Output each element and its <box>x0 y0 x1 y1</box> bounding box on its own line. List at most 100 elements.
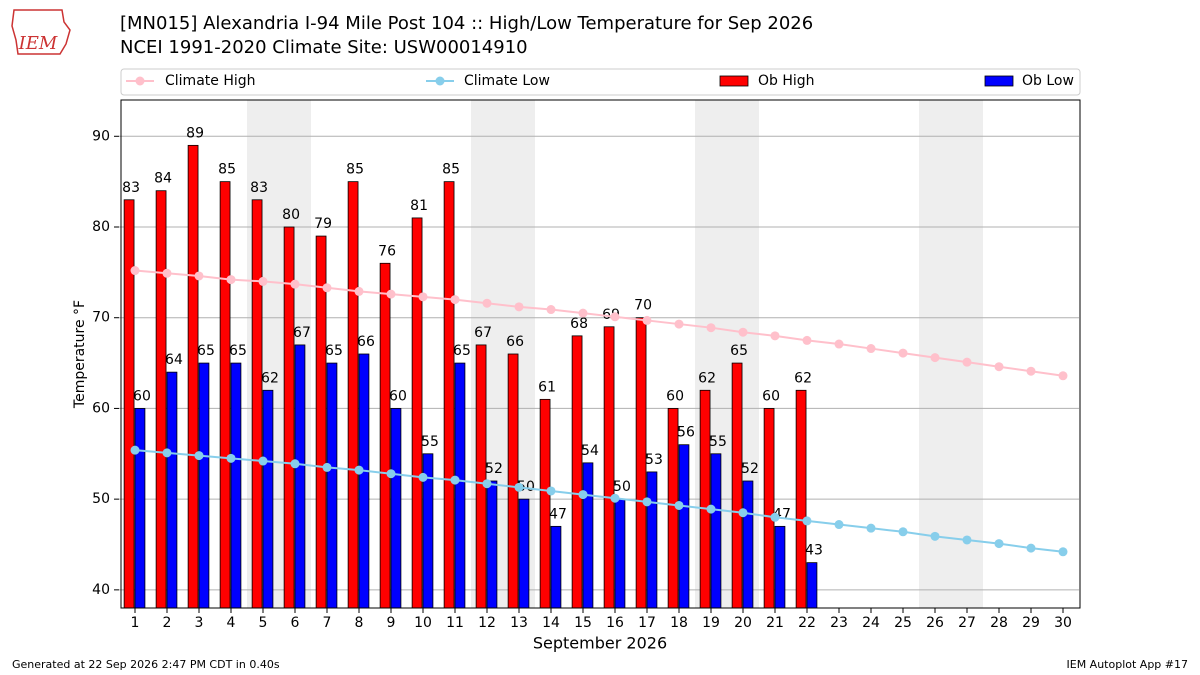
bar-value-label: 84 <box>154 171 172 187</box>
line-marker <box>578 308 588 318</box>
bar-value-label: 67 <box>474 325 492 341</box>
x-tick-label: 28 <box>990 615 1008 631</box>
x-tick-label: 10 <box>414 615 432 631</box>
line-marker <box>162 448 172 458</box>
x-tick-label: 30 <box>1054 615 1072 631</box>
bar <box>518 498 530 609</box>
bar <box>774 525 786 609</box>
bar <box>646 471 658 609</box>
chart-title: [MN015] Alexandria I-94 Mile Post 104 ::… <box>120 13 813 34</box>
x-tick-label: 17 <box>638 615 656 631</box>
bar-value-label: 56 <box>677 425 695 441</box>
bar-value-label: 66 <box>506 334 524 350</box>
bar-value-label: 76 <box>378 243 396 259</box>
bar-value-label: 60 <box>762 388 780 404</box>
bar-value-label: 85 <box>442 162 460 178</box>
bar-value-label: 65 <box>453 343 471 359</box>
legend-label: Ob Low <box>1022 73 1074 89</box>
line-marker <box>290 459 300 469</box>
logo-outline <box>11 9 71 55</box>
line-marker <box>674 500 684 510</box>
bar-value-label: 62 <box>794 370 812 386</box>
x-tick-label: 29 <box>1022 615 1040 631</box>
line-marker <box>194 271 204 281</box>
line-marker <box>642 497 652 507</box>
logo: IEM <box>11 9 71 55</box>
bar-value-label: 43 <box>805 543 823 559</box>
bar <box>731 362 743 609</box>
bar-value-label: 83 <box>122 180 140 196</box>
bar-value-label: 60 <box>133 388 151 404</box>
bar <box>230 362 242 609</box>
line-marker <box>802 516 812 526</box>
line-marker <box>546 486 556 496</box>
bar <box>294 344 306 609</box>
bar-value-label: 62 <box>698 370 716 386</box>
bar-value-label: 47 <box>549 506 567 522</box>
line-marker <box>994 539 1004 549</box>
bar-value-label: 54 <box>581 443 599 459</box>
x-tick-label: 20 <box>734 615 752 631</box>
line-marker <box>642 315 652 325</box>
bar-value-label: 62 <box>261 370 279 386</box>
x-tick-label: 2 <box>163 615 172 631</box>
x-tick-label: 24 <box>862 615 880 631</box>
line-marker <box>386 289 396 299</box>
legend-marker <box>435 76 445 86</box>
bar <box>795 389 807 609</box>
bar <box>379 262 391 609</box>
line-marker <box>290 279 300 289</box>
bar-value-label: 65 <box>730 343 748 359</box>
line <box>134 269 1064 377</box>
x-tick-label: 21 <box>766 615 784 631</box>
line-marker <box>258 276 268 286</box>
weekend-shade <box>951 100 983 608</box>
line-marker <box>514 482 524 492</box>
footer-right: IEM Autoplot App #17 <box>1067 658 1189 671</box>
line-marker <box>930 531 940 541</box>
bar-value-label: 80 <box>282 207 300 223</box>
line-marker <box>1026 543 1036 553</box>
line-marker <box>834 339 844 349</box>
x-tick-label: 8 <box>355 615 364 631</box>
line-marker <box>706 504 716 514</box>
line-marker <box>322 283 332 293</box>
bar-value-label: 85 <box>346 162 364 178</box>
line-marker <box>226 453 236 463</box>
bar <box>358 353 370 609</box>
x-tick-label: 26 <box>926 615 944 631</box>
bar <box>198 362 210 609</box>
bar <box>166 371 178 609</box>
bar <box>571 335 583 609</box>
bar <box>806 562 818 609</box>
y-axis-label: Temperature °F <box>72 300 88 409</box>
line-marker <box>130 266 140 276</box>
bar-value-label: 64 <box>165 352 183 368</box>
bar-value-label: 60 <box>666 388 684 404</box>
bar-value-label: 89 <box>186 125 204 141</box>
bar-value-label: 70 <box>634 298 652 314</box>
bar <box>539 398 551 609</box>
line-marker <box>578 490 588 500</box>
line-marker <box>354 465 364 475</box>
line <box>134 449 1064 553</box>
line-marker <box>962 535 972 545</box>
line-marker <box>610 493 620 503</box>
line-marker <box>482 479 492 489</box>
line-marker <box>994 362 1004 372</box>
bar <box>155 190 167 609</box>
bar <box>134 408 146 609</box>
legend-label: Climate Low <box>464 73 550 89</box>
x-tick-label: 1 <box>131 615 140 631</box>
plot-frame <box>120 99 1081 609</box>
x-tick-label: 11 <box>446 615 464 631</box>
x-tick-label: 12 <box>478 615 496 631</box>
bar-value-label: 65 <box>325 343 343 359</box>
bar <box>251 199 263 609</box>
line-marker <box>386 469 396 479</box>
bar-value-label: 53 <box>645 452 663 468</box>
line-marker <box>258 456 268 466</box>
line-marker <box>162 268 172 278</box>
legend-box <box>120 68 1081 96</box>
